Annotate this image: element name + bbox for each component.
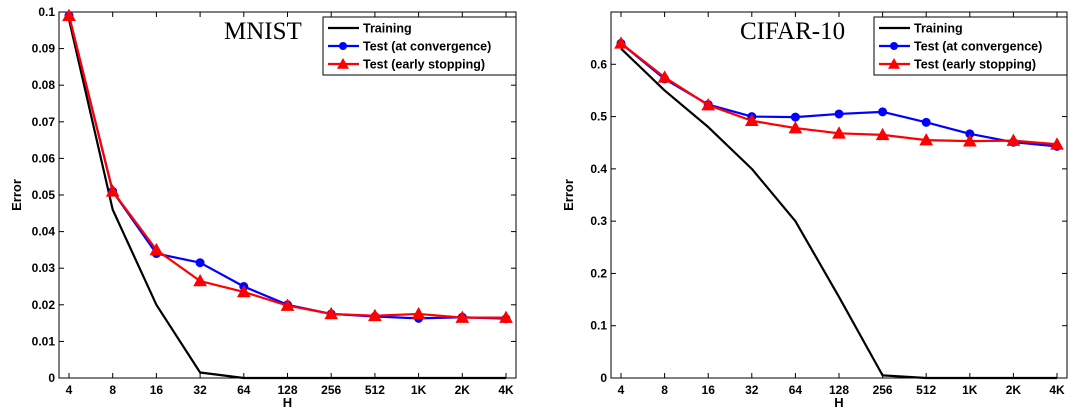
- data-point: [1006, 133, 1021, 146]
- legend-label: Training: [363, 22, 412, 36]
- x-tick-label: 512: [365, 383, 385, 397]
- data-point: [919, 133, 934, 146]
- legend-label: Training: [914, 22, 963, 36]
- data-point: [614, 36, 628, 49]
- legend-swatch-marker: [890, 42, 898, 50]
- data-point: [878, 107, 888, 117]
- x-tick-label: 32: [745, 383, 759, 397]
- data-point: [834, 109, 844, 119]
- x-tick-label: 64: [237, 383, 251, 397]
- y-tick-label: 0.05: [32, 188, 56, 202]
- y-tick-label: 0.1: [38, 5, 55, 19]
- data-point: [788, 121, 803, 134]
- data-point: [105, 184, 120, 197]
- x-axis-label: H: [283, 395, 292, 408]
- legend: Training Test (at convergence) Test (early…: [873, 16, 1068, 76]
- y-tick-label: 0: [600, 371, 607, 385]
- y-tick-label: 0.2: [590, 266, 607, 280]
- x-tick-label: 1K: [411, 383, 427, 397]
- x-tick-label: 2K: [1006, 383, 1022, 397]
- x-tick-label: 4K: [1049, 383, 1065, 397]
- data-point: [455, 310, 470, 323]
- legend-label: Test (at convergence): [363, 40, 491, 54]
- data-point: [1050, 137, 1064, 150]
- x-axis-label: H: [834, 395, 843, 408]
- data-point: [368, 308, 382, 322]
- data-point: [657, 70, 672, 83]
- x-tick-label: 64: [789, 383, 803, 397]
- series-line: [620, 47, 1057, 380]
- y-tick-label: 0.07: [32, 115, 56, 129]
- data-point: [499, 310, 513, 323]
- legend: Training Test (at convergence) Test (early…: [322, 16, 517, 76]
- x-tick-label: 1K: [962, 383, 978, 397]
- data-point: [875, 127, 890, 141]
- chart-title: CIFAR-10: [740, 18, 845, 45]
- y-tick-label: 0.5: [590, 110, 607, 124]
- x-tick-label: 128: [277, 383, 297, 397]
- data-point: [701, 98, 716, 111]
- y-tick-label: 0.1: [590, 319, 607, 333]
- chart-title: MNIST: [224, 18, 302, 45]
- data-point: [411, 306, 426, 320]
- x-tick-label: 16: [702, 383, 716, 397]
- legend-swatch-marker: [339, 42, 347, 50]
- x-tick-label: 4: [618, 383, 625, 397]
- data-point: [324, 306, 339, 320]
- legend-swatch-marker: [337, 58, 349, 69]
- y-tick-label: 0.6: [590, 57, 607, 71]
- series-line: [67, 19, 506, 380]
- y-tick-label: 0.01: [32, 334, 56, 348]
- y-tick-label: 0.03: [32, 261, 56, 275]
- y-tick-label: 0.08: [32, 78, 56, 92]
- series-test-early-stopping: [614, 36, 1064, 150]
- data-point: [832, 126, 846, 139]
- data-point: [195, 258, 205, 268]
- data-point: [193, 273, 207, 287]
- data-point: [962, 134, 977, 147]
- x-tick-label: 256: [873, 383, 893, 397]
- data-point: [790, 112, 800, 122]
- y-tick-label: 0.09: [32, 42, 56, 56]
- data-point: [149, 242, 164, 256]
- series-training: [620, 47, 1057, 380]
- x-tick-label: 2K: [455, 383, 471, 397]
- legend-label: Test (early stopping): [363, 58, 485, 72]
- y-tick-label: 0: [48, 371, 55, 385]
- y-tick-label: 0.02: [32, 298, 56, 312]
- x-tick-label: 32: [193, 383, 207, 397]
- panel-cifar10: 0 0.1 0.2 0.3 0.4 0.5 0.6 4 8 16 32 64 128 256 512 1K 2K…: [561, 11, 1068, 408]
- x-tick-label: 8: [661, 383, 668, 397]
- y-tick-label: 0.06: [32, 151, 56, 165]
- x-tick-label: 256: [321, 383, 341, 397]
- x-tick-label: 8: [109, 383, 116, 397]
- x-tick-label: 4: [66, 383, 73, 397]
- y-tick-label: 0.3: [590, 214, 607, 228]
- y-tick-label: 0.4: [590, 162, 607, 176]
- x-tick-label: 4K: [498, 383, 514, 397]
- x-tick-label: 512: [916, 383, 936, 397]
- legend-swatch-marker: [888, 58, 900, 69]
- data-point: [280, 298, 295, 311]
- y-axis-label: Error: [9, 179, 24, 211]
- series-test-early-stopping: [62, 8, 513, 323]
- y-tick-label: 0.04: [32, 225, 56, 239]
- legend-label: Test (at convergence): [914, 40, 1042, 54]
- y-axis-label: Error: [561, 179, 576, 211]
- series-training: [67, 19, 506, 380]
- x-tick-label: 16: [150, 383, 164, 397]
- data-point: [236, 284, 251, 298]
- data-point: [744, 113, 759, 127]
- data-point: [62, 8, 76, 21]
- data-point: [921, 117, 931, 127]
- legend-label: Test (early stopping): [914, 58, 1036, 72]
- panel-mnist: 0 0.01 0.02 0.03 0.04 0.05 0.06 0.07 0.08 0.09 0.1…: [9, 5, 517, 408]
- x-tick-label: 128: [829, 383, 849, 397]
